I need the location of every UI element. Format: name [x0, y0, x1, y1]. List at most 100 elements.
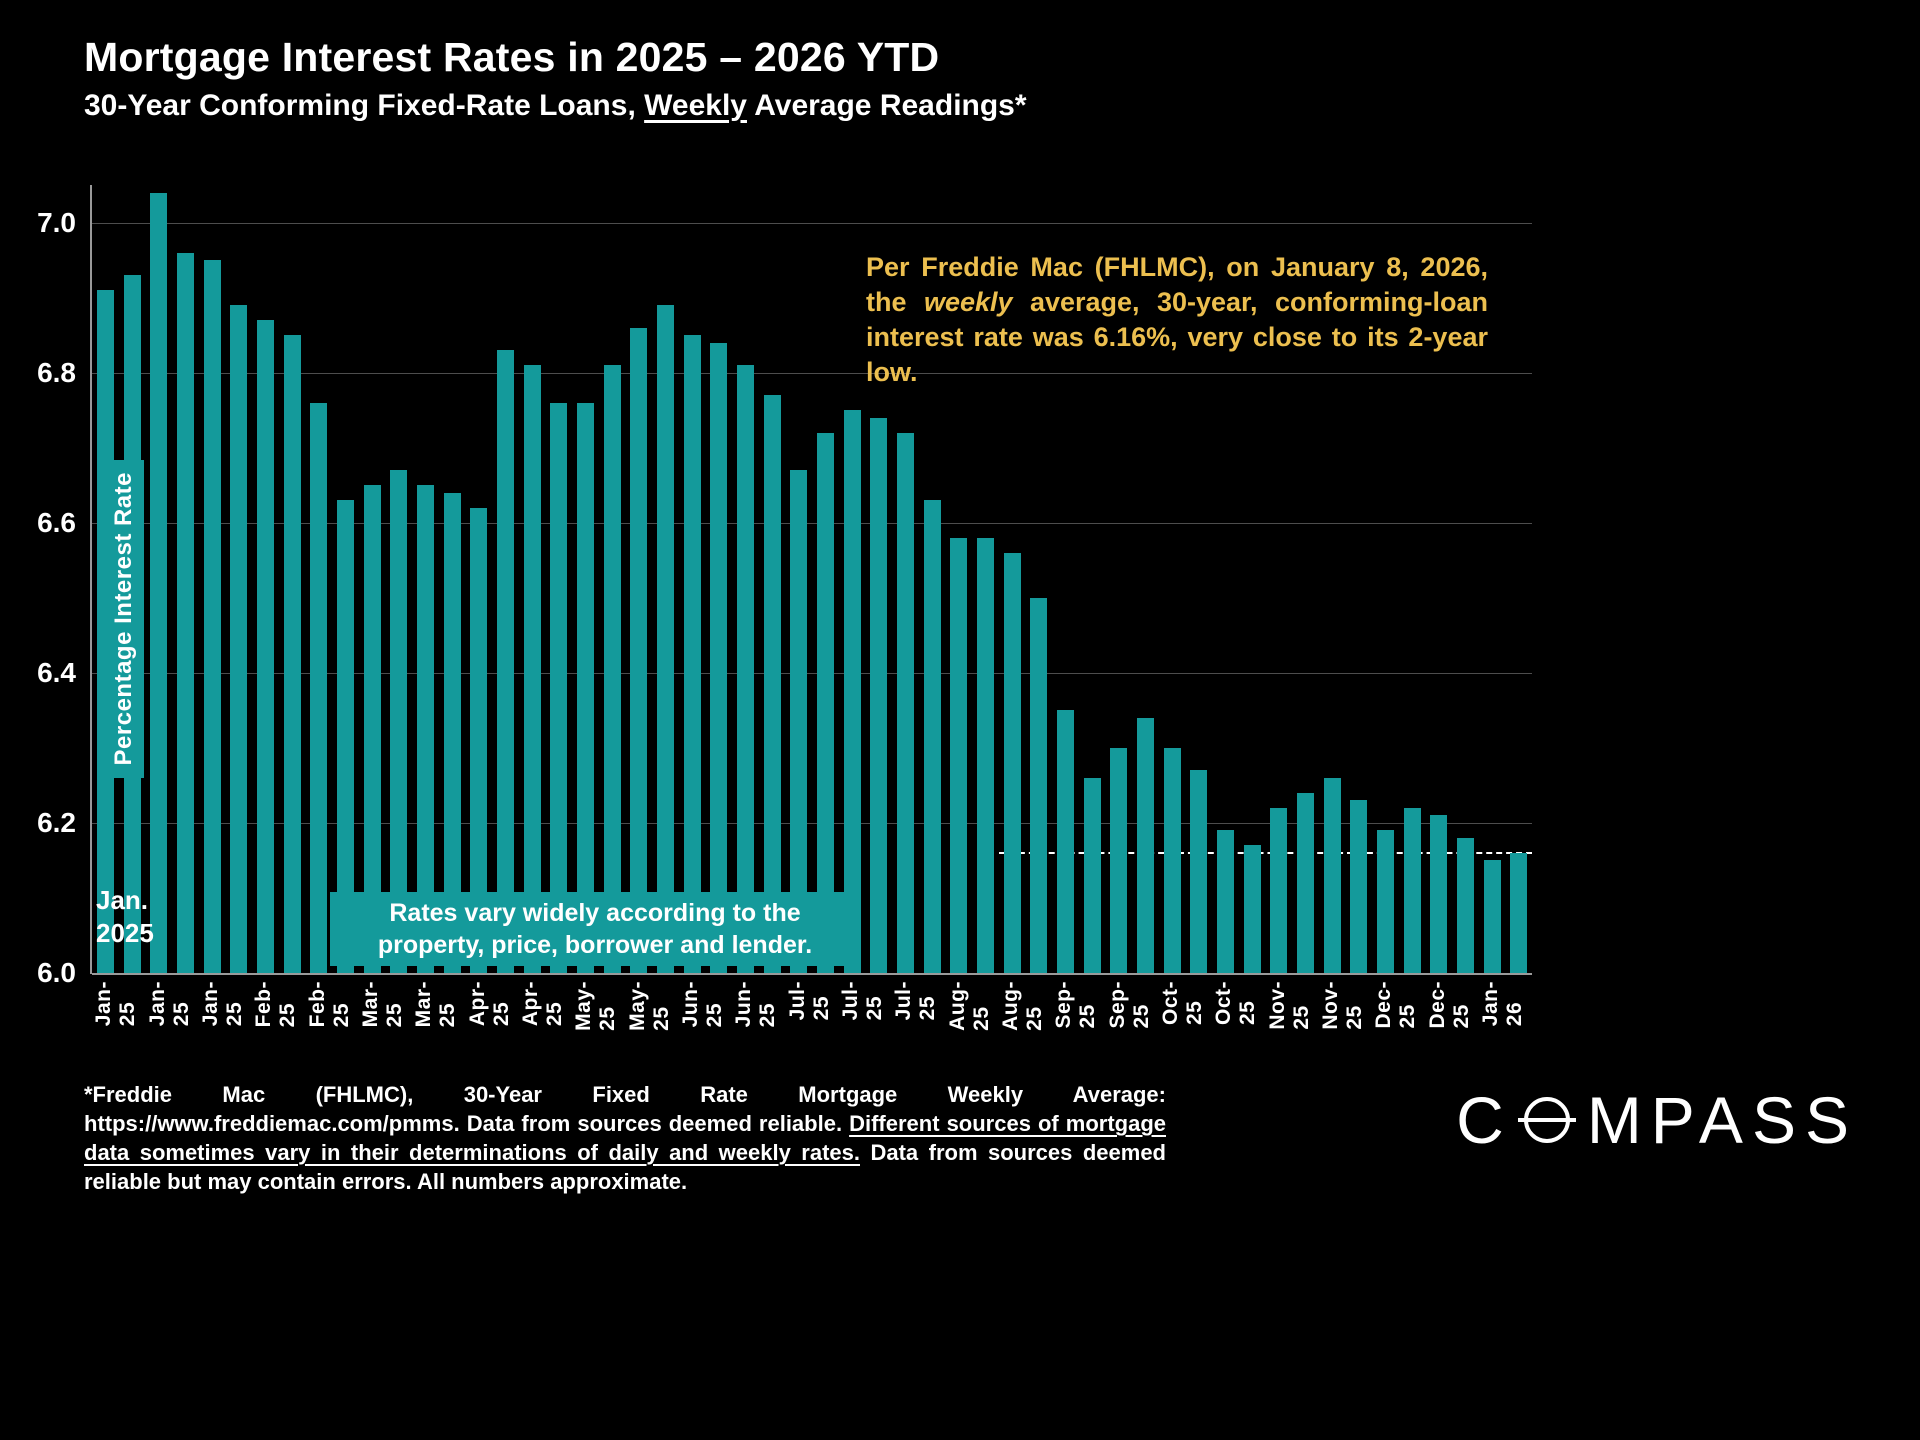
bar [550, 402, 568, 973]
bar [923, 500, 941, 973]
x-tick-label: Sep-25 [1105, 981, 1153, 1029]
y-tick-label: 6.2 [37, 806, 76, 838]
logo-letter-c: C [1456, 1083, 1513, 1157]
bar [1483, 860, 1501, 973]
x-tick-label: Mar-25 [359, 981, 406, 1028]
bar [630, 327, 648, 973]
bar [390, 470, 408, 973]
bar [1083, 777, 1101, 973]
x-tick-label: Aug-25 [999, 981, 1046, 1031]
bar [230, 305, 248, 973]
bar [1456, 837, 1474, 973]
y-axis-line [90, 185, 92, 974]
annotation-italic-word: weekly [923, 287, 1013, 318]
footnote: *Freddie Mac (FHLMC), 30-Year Fixed Rate… [84, 1080, 1166, 1196]
callout-box: Rates vary widely according to the prope… [330, 892, 860, 966]
bar [416, 485, 434, 973]
bar [1030, 597, 1048, 973]
x-axis-line [92, 973, 1532, 975]
bar [710, 342, 728, 973]
x-tick-label: Mar-25 [412, 981, 460, 1028]
bar [603, 365, 621, 973]
x-tick-label: Sep-25 [1052, 981, 1100, 1029]
start-date-line2: 2025 [96, 917, 154, 948]
gridline [92, 372, 1532, 374]
compass-needle-icon [1517, 1097, 1576, 1143]
bar [203, 260, 221, 973]
x-tick-label: Jan-25 [199, 981, 246, 1027]
start-date-label: Jan. 2025 [96, 884, 154, 949]
bar [736, 365, 754, 973]
annotation-part2: average, 30-year, conforming-loan intere… [866, 287, 1488, 388]
bar [496, 350, 514, 973]
gridline [92, 822, 1532, 824]
x-tick-label: Feb-25 [305, 981, 353, 1028]
bar [443, 492, 461, 973]
bar [1110, 747, 1128, 973]
bar [1403, 807, 1421, 973]
start-date-line1: Jan. [96, 885, 149, 915]
x-tick-label: May-25 [625, 981, 673, 1031]
y-tick-label: 7.0 [37, 206, 76, 238]
bar [1190, 770, 1208, 973]
bar [1323, 777, 1341, 973]
bar-chart: 6.0 6.2 6.4 6.6 6.8 7.0 Jan-25 Jan-25 Jan-25 Feb-… [37, 185, 1532, 1031]
y-tick-label: 6.6 [37, 506, 76, 538]
x-tick-label: Dec-25 [1425, 981, 1473, 1029]
x-tick-label: Jun-25 [679, 981, 726, 1028]
y-axis-label: Percentage Interest Rate [109, 472, 137, 766]
bar [1003, 552, 1021, 973]
gridline [92, 522, 1532, 524]
x-tick-label: Nov-25 [1319, 981, 1366, 1030]
bar [1136, 717, 1154, 973]
bar [1510, 852, 1528, 973]
x-tick-label: Jul-25 [892, 981, 940, 1021]
logo-letters-rest: MPASS [1586, 1083, 1858, 1157]
x-tick-label: Dec-25 [1372, 981, 1420, 1029]
subtitle-underlined-word: Weekly [644, 89, 747, 122]
page-subtitle: 30-Year Conforming Fixed-Rate Loans, Wee… [84, 89, 1027, 123]
bar [1243, 845, 1261, 973]
x-tick-label: Jul-25 [785, 981, 833, 1021]
x-tick-label: Apr-25 [519, 981, 566, 1027]
page-title: Mortgage Interest Rates in 2025 – 2026 Y… [84, 34, 940, 80]
x-tick-label: Jul-25 [839, 981, 886, 1021]
footnote-underlined: Different sources of mortgage data somet… [84, 1111, 1166, 1166]
footnote-part1: *Freddie Mac (FHLMC), 30-Year Fixed Rate… [84, 1082, 1166, 1137]
bar [336, 500, 354, 973]
bar [470, 507, 488, 973]
bar [843, 410, 861, 973]
bar [523, 365, 541, 973]
bar [1163, 747, 1181, 973]
bar [1216, 830, 1234, 973]
bar [1430, 815, 1448, 973]
bar [763, 395, 781, 973]
annotation-part1: Per Freddie Mac (FHLMC), on January 8, 2… [866, 252, 1488, 318]
y-tick-label: 6.0 [37, 957, 76, 988]
bar [683, 335, 701, 973]
x-tick-label: Oct-25 [1212, 981, 1260, 1025]
x-tick-label: Jan-26 [1479, 981, 1526, 1027]
bar [790, 470, 808, 973]
bar [896, 432, 914, 973]
y-tick-label: 6.4 [37, 656, 76, 688]
bar [976, 537, 994, 973]
x-tick-label: Jun-25 [732, 981, 780, 1028]
bar [1296, 792, 1314, 973]
y-tick-label: 6.8 [37, 356, 76, 388]
bar [363, 485, 381, 973]
compass-logo: C MPASS [1456, 1080, 1858, 1160]
bar [150, 192, 168, 973]
bar [870, 417, 888, 973]
footnote-part2: Data from sources deemed reliable but ma… [84, 1140, 1166, 1195]
x-tick-label: Apr-25 [465, 981, 513, 1027]
bar [576, 402, 594, 973]
x-tick-label: Feb-25 [252, 981, 300, 1028]
bar [310, 402, 328, 973]
x-tick-label: Jan-25 [92, 981, 140, 1027]
gridline [92, 222, 1532, 224]
subtitle-prefix: 30-Year Conforming Fixed-Rate Loans, [84, 89, 645, 122]
bar [256, 320, 274, 973]
gridline [92, 672, 1532, 674]
